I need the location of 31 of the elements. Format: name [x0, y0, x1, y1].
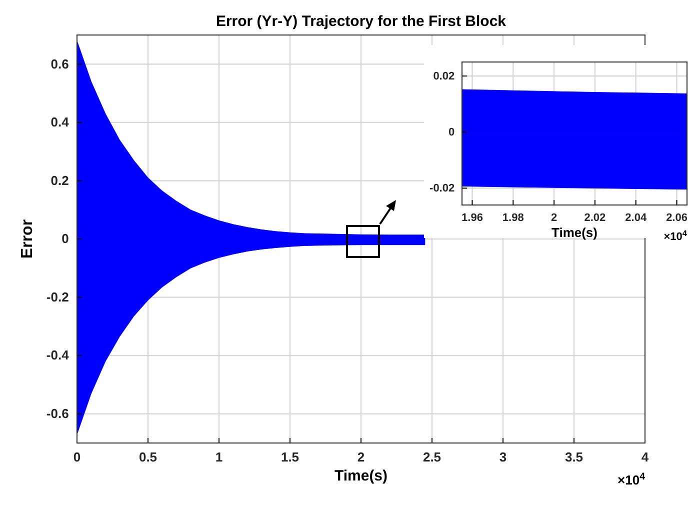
- y-tick-label: 0: [448, 126, 455, 139]
- x-tick-label: 1: [215, 450, 223, 465]
- y-tick-label: 0.2: [50, 172, 69, 188]
- x-tick-label: 2.06: [666, 212, 688, 224]
- y-tick-label: 0.02: [433, 70, 455, 83]
- y-tick-label: 0.4: [50, 114, 70, 130]
- x-tick-label: 2.5: [422, 450, 442, 465]
- x-axis-title: Time(s): [334, 468, 388, 485]
- y-tick-label: -0.2: [46, 289, 69, 304]
- x-tick-label: 0.5: [138, 450, 158, 465]
- x-tick-label: 1.98: [502, 212, 524, 224]
- text: ×10$^{4}$: [664, 228, 688, 244]
- x-tick-label: 3: [499, 450, 507, 465]
- y-tick-label: 0.6: [50, 56, 69, 72]
- y-tick-label: -0.4: [46, 348, 70, 363]
- chart-title: Error (Yr-Y) Trajectory for the First Block: [216, 13, 507, 30]
- x-tick-label: 2.02: [584, 212, 606, 224]
- x-tick-label: 0: [73, 450, 81, 465]
- x-tick-label: 3.5: [564, 450, 584, 465]
- x-tick-label: 4: [641, 450, 650, 465]
- x-tick-label: 2: [357, 450, 365, 465]
- x-tick-label: 2: [550, 212, 558, 224]
- x-axis-title: Time(s): [552, 224, 598, 240]
- x-tick-label: 1.96: [462, 212, 483, 224]
- text: ×10$^{4}$: [618, 471, 646, 488]
- x-tick-label: 2.04: [625, 212, 648, 224]
- y-axis-title: Error: [19, 219, 36, 259]
- y-tick-label: -0.6: [46, 406, 69, 422]
- x-tick-label: 1.5: [280, 450, 300, 465]
- y-tick-label: 0: [62, 231, 69, 246]
- y-tick-label: -0.02: [430, 182, 455, 195]
